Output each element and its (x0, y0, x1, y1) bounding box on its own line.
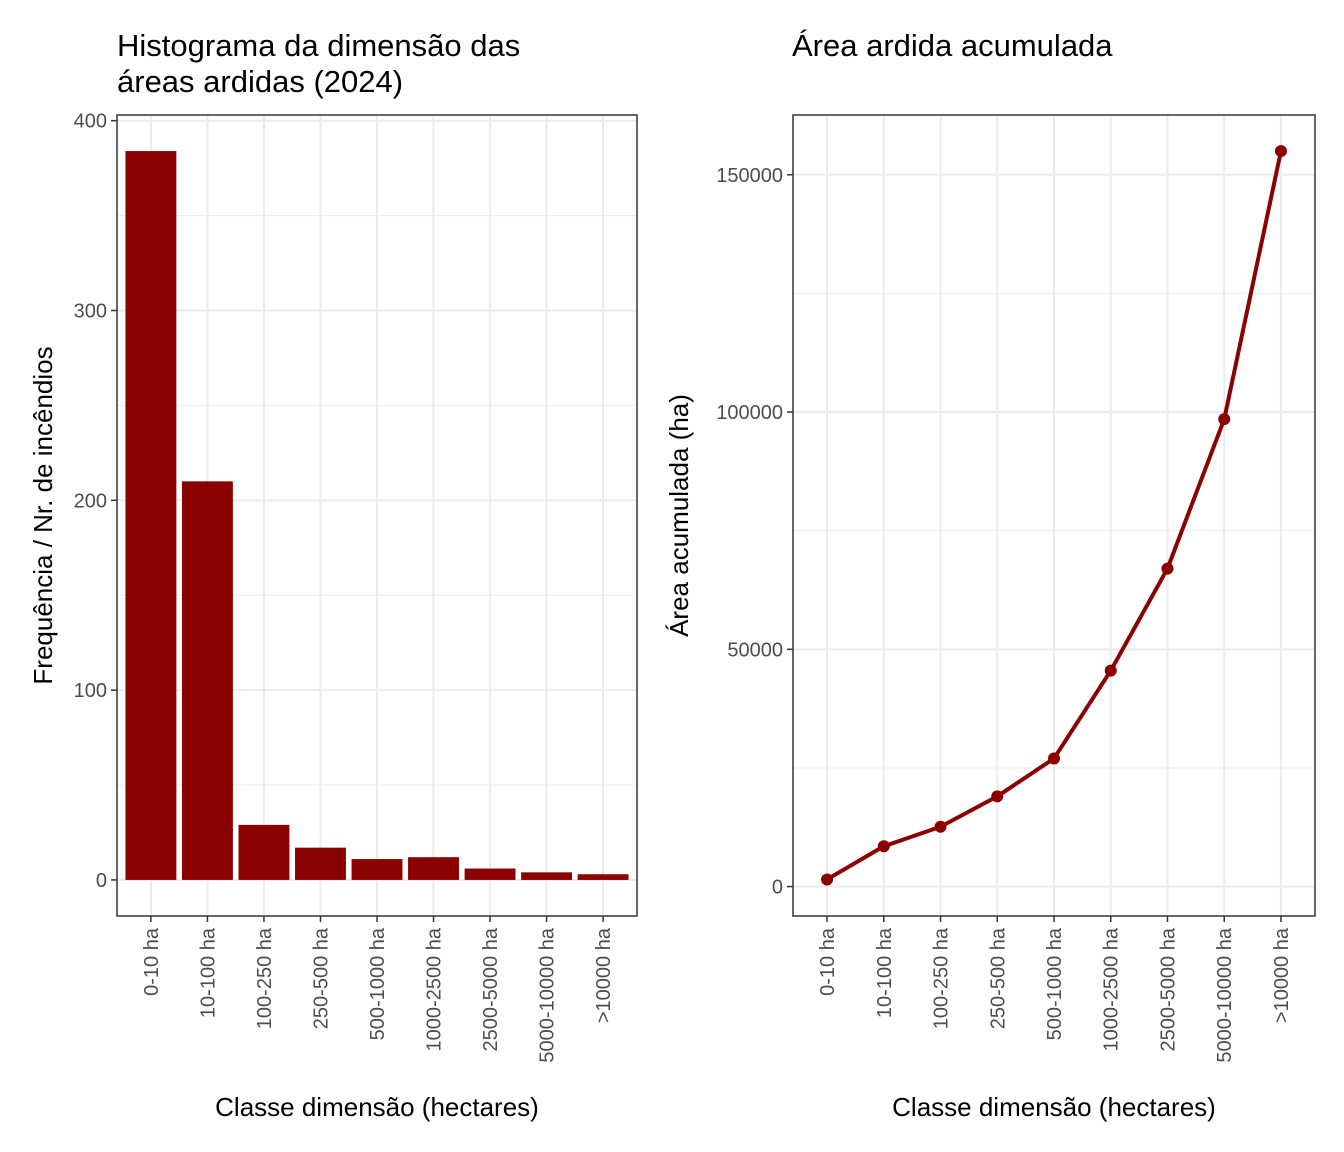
bar-1000-2500 ha (408, 857, 459, 880)
y-tick-label: 50000 (727, 639, 783, 661)
y-tick-label: 100000 (716, 402, 783, 424)
x-tick-label: >10000 ha (593, 927, 615, 1023)
bar-500-1000 ha (351, 859, 403, 880)
y-tick-label: 200 (74, 490, 107, 512)
bar-0-10 ha (125, 151, 177, 880)
x-tick-label: 250-500 ha (987, 927, 1009, 1029)
left-title-line1: Histograma da dimensão das (117, 28, 521, 63)
x-tick-label: 100-250 ha (931, 927, 953, 1029)
x-tick-label: 5000-10000 ha (537, 927, 559, 1062)
data-point-0-10 ha (821, 873, 834, 886)
data-point-2500-5000 ha (1161, 562, 1174, 575)
y-axis-title: Frequência / Nr. de incêndios (28, 346, 58, 684)
right-chart-title: Área ardida acumulada (792, 28, 1113, 63)
bar-100-250 ha (238, 824, 290, 880)
bar->10000 ha (577, 874, 629, 880)
y-axis-title: Área acumulada (ha) (664, 394, 694, 637)
data-point-5000-10000 ha (1218, 413, 1231, 426)
x-tick-label: 2500-5000 ha (480, 927, 502, 1051)
x-tick-label: 1000-2500 ha (424, 927, 446, 1051)
x-tick-label: 1000-2500 ha (1101, 927, 1123, 1051)
histogram-chart: 0 100 200 300 400 0-10 ha 10-100 ha 100-250 ha 2… (28, 111, 638, 1122)
data-point-10-100 ha (877, 840, 890, 853)
x-tick-label: 500-1000 ha (367, 927, 389, 1040)
left-chart-title: Histograma da dimensão das áreas ardidas… (117, 28, 637, 100)
data-point-250-500 ha (991, 790, 1004, 803)
data-point-100-250 ha (934, 820, 947, 833)
bar-5000-10000 ha (521, 872, 572, 880)
bar-2500-5000 ha (464, 868, 516, 880)
y-tick-label: 0 (772, 877, 783, 899)
cumulative-area-chart: 0 50000 100000 150000 0-10 ha 10-100 ha 100-25… (664, 114, 1316, 1122)
x-tick-label: >10000 ha (1271, 927, 1293, 1023)
x-tick-label: 250-500 ha (310, 927, 332, 1029)
data-point->10000 ha (1274, 145, 1287, 158)
x-tick-label: 2500-5000 ha (1157, 927, 1179, 1051)
x-tick-label: 500-1000 ha (1044, 927, 1066, 1040)
bar-10-100 ha (182, 481, 233, 880)
x-tick-label: 10-100 ha (874, 927, 896, 1018)
x-axis-title: Classe dimensão (hectares) (892, 1092, 1216, 1122)
y-tick-label: 0 (96, 870, 107, 892)
x-axis-title: Classe dimensão (hectares) (215, 1092, 539, 1122)
x-tick-label: 0-10 ha (817, 927, 839, 996)
data-point-1000-2500 ha (1104, 664, 1117, 677)
left-title-line2: áreas ardidas (2024) (117, 64, 404, 99)
y-tick-label: 400 (74, 111, 107, 133)
x-tick-label: 5000-10000 ha (1214, 927, 1236, 1062)
x-tick-label: 100-250 ha (254, 927, 276, 1029)
x-tick-label: 10-100 ha (197, 927, 219, 1018)
bar-250-500 ha (295, 847, 346, 880)
data-point-500-1000 ha (1048, 752, 1060, 765)
x-tick-label: 0-10 ha (141, 927, 163, 996)
y-tick-label: 300 (74, 301, 107, 323)
y-tick-label: 150000 (716, 165, 783, 187)
y-tick-label: 100 (74, 680, 107, 702)
